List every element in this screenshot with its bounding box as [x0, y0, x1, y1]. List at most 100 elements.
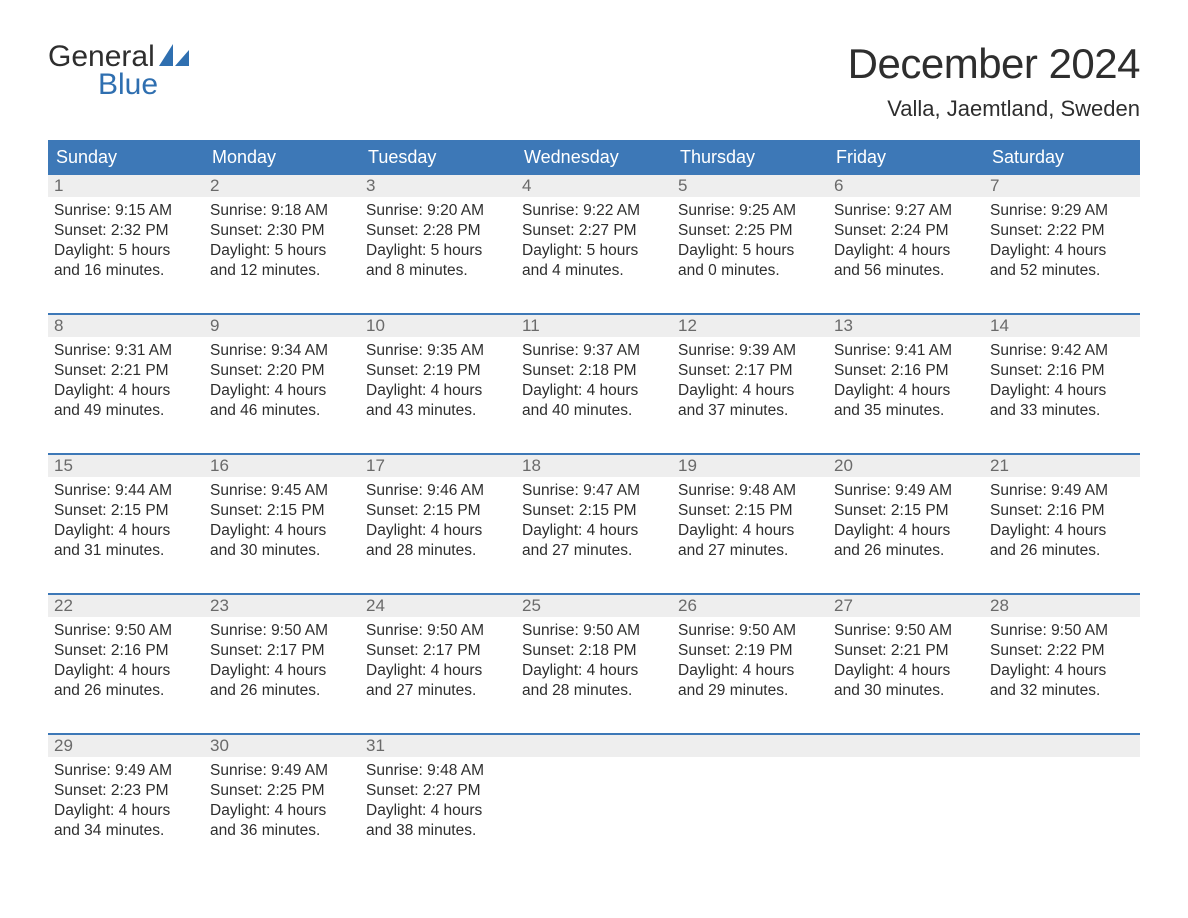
day-number: 5	[678, 176, 687, 195]
day-cell: 21Sunrise: 9:49 AMSunset: 2:16 PMDayligh…	[984, 455, 1140, 573]
day-sunrise: Sunrise: 9:31 AM	[54, 341, 198, 361]
day-number: 16	[210, 456, 229, 475]
weeks-container: 1Sunrise: 9:15 AMSunset: 2:32 PMDaylight…	[48, 175, 1140, 853]
day-d1: Daylight: 4 hours	[54, 381, 198, 401]
day-sunrise: Sunrise: 9:50 AM	[990, 621, 1134, 641]
day-content: Sunrise: 9:18 AMSunset: 2:30 PMDaylight:…	[204, 197, 360, 286]
daynum-row	[672, 735, 828, 757]
day-sunrise: Sunrise: 9:46 AM	[366, 481, 510, 501]
dayname: Saturday	[984, 140, 1140, 175]
day-d2: and 30 minutes.	[834, 681, 978, 701]
day-content: Sunrise: 9:50 AMSunset: 2:17 PMDaylight:…	[204, 617, 360, 706]
day-sunrise: Sunrise: 9:50 AM	[834, 621, 978, 641]
day-d2: and 26 minutes.	[990, 541, 1134, 561]
day-sunset: Sunset: 2:23 PM	[54, 781, 198, 801]
day-cell: 3Sunrise: 9:20 AMSunset: 2:28 PMDaylight…	[360, 175, 516, 293]
day-sunset: Sunset: 2:30 PM	[210, 221, 354, 241]
day-sunrise: Sunrise: 9:29 AM	[990, 201, 1134, 221]
day-d2: and 27 minutes.	[522, 541, 666, 561]
day-number: 4	[522, 176, 531, 195]
day-sunset: Sunset: 2:20 PM	[210, 361, 354, 381]
day-sunset: Sunset: 2:22 PM	[990, 221, 1134, 241]
day-d2: and 12 minutes.	[210, 261, 354, 281]
day-sunset: Sunset: 2:16 PM	[990, 361, 1134, 381]
day-d1: Daylight: 4 hours	[210, 521, 354, 541]
day-cell: 27 Sunrise: 9:50 AMSunset: 2:21 PMDayligh…	[828, 595, 984, 713]
day-number: 22	[54, 596, 73, 615]
day-sunset: Sunset: 2:24 PM	[834, 221, 978, 241]
day-sunset: Sunset: 2:15 PM	[210, 501, 354, 521]
day-cell: 6Sunrise: 9:27 AMSunset: 2:24 PMDaylight…	[828, 175, 984, 293]
day-d2: and 26 minutes.	[834, 541, 978, 561]
day-number: 23	[210, 596, 229, 615]
day-sunrise: Sunrise: 9:49 AM	[210, 761, 354, 781]
day-content: Sunrise: 9:46 AMSunset: 2:15 PMDaylight:…	[360, 477, 516, 566]
daynum-row: 11	[516, 315, 672, 337]
day-content: Sunrise: 9:50 AMSunset: 2:19 PMDaylight:…	[672, 617, 828, 706]
day-sunrise: Sunrise: 9:15 AM	[54, 201, 198, 221]
day-d1: Daylight: 5 hours	[522, 241, 666, 261]
day-sunrise: Sunrise: 9:39 AM	[678, 341, 822, 361]
day-content: Sunrise: 9:42 AMSunset: 2:16 PMDaylight:…	[984, 337, 1140, 426]
day-number: 12	[678, 316, 697, 335]
day-cell: 19Sunrise: 9:48 AMSunset: 2:15 PMDayligh…	[672, 455, 828, 573]
day-content: Sunrise: 9:20 AMSunset: 2:28 PMDaylight:…	[360, 197, 516, 286]
day-d2: and 16 minutes.	[54, 261, 198, 281]
day-sunrise: Sunrise: 9:41 AM	[834, 341, 978, 361]
daynum-row: 10	[360, 315, 516, 337]
day-sunset: Sunset: 2:15 PM	[522, 501, 666, 521]
day-content: Sunrise: 9:25 AMSunset: 2:25 PMDaylight:…	[672, 197, 828, 286]
day-d2: and 31 minutes.	[54, 541, 198, 561]
day-content: Sunrise: 9:44 AMSunset: 2:15 PMDaylight:…	[48, 477, 204, 566]
day-cell: 2Sunrise: 9:18 AMSunset: 2:30 PMDaylight…	[204, 175, 360, 293]
daynum-row: 29	[48, 735, 204, 757]
day-d1: Daylight: 4 hours	[834, 241, 978, 261]
day-sunrise: Sunrise: 9:35 AM	[366, 341, 510, 361]
daynum-row: 19	[672, 455, 828, 477]
day-cell: 10Sunrise: 9:35 AMSunset: 2:19 PMDayligh…	[360, 315, 516, 433]
day-number: 15	[54, 456, 73, 475]
day-d1: Daylight: 4 hours	[210, 661, 354, 681]
day-number: 27	[834, 596, 853, 615]
day-cell: 8Sunrise: 9:31 AMSunset: 2:21 PMDaylight…	[48, 315, 204, 433]
day-content: Sunrise: 9:39 AMSunset: 2:17 PMDaylight:…	[672, 337, 828, 426]
day-cell: 11Sunrise: 9:37 AMSunset: 2:18 PMDayligh…	[516, 315, 672, 433]
day-d2: and 52 minutes.	[990, 261, 1134, 281]
day-sunrise: Sunrise: 9:50 AM	[54, 621, 198, 641]
day-content: Sunrise: 9:50 AMSunset: 2:21 PMDaylight:…	[828, 617, 984, 706]
header: General Blue December 2024 Valla, Jaemtl…	[48, 40, 1140, 122]
day-d1: Daylight: 4 hours	[54, 521, 198, 541]
day-d1: Daylight: 4 hours	[210, 381, 354, 401]
daynum-row: 18	[516, 455, 672, 477]
daynum-row: 15	[48, 455, 204, 477]
day-cell: 13Sunrise: 9:41 AMSunset: 2:16 PMDayligh…	[828, 315, 984, 433]
day-d2: and 4 minutes.	[522, 261, 666, 281]
day-cell: 26 Sunrise: 9:50 AMSunset: 2:19 PMDayligh…	[672, 595, 828, 713]
day-d2: and 40 minutes.	[522, 401, 666, 421]
day-d1: Daylight: 5 hours	[678, 241, 822, 261]
day-sunrise: Sunrise: 9:50 AM	[366, 621, 510, 641]
day-d1: Daylight: 4 hours	[522, 661, 666, 681]
daynum-row: 3	[360, 175, 516, 197]
day-number: 26	[678, 596, 697, 615]
day-number: 17	[366, 456, 385, 475]
daynum-row: 26	[672, 595, 828, 617]
dayname: Wednesday	[516, 140, 672, 175]
day-content: Sunrise: 9:50 AMSunset: 2:18 PMDaylight:…	[516, 617, 672, 706]
day-sunset: Sunset: 2:32 PM	[54, 221, 198, 241]
day-sunrise: Sunrise: 9:42 AM	[990, 341, 1134, 361]
daynum-row	[828, 735, 984, 757]
day-d1: Daylight: 4 hours	[990, 381, 1134, 401]
sail-icon	[159, 40, 189, 74]
daynum-row	[984, 735, 1140, 757]
day-number: 25	[522, 596, 541, 615]
day-sunrise: Sunrise: 9:49 AM	[834, 481, 978, 501]
day-cell: 18Sunrise: 9:47 AMSunset: 2:15 PMDayligh…	[516, 455, 672, 573]
day-d2: and 27 minutes.	[678, 541, 822, 561]
daynum-row: 22	[48, 595, 204, 617]
day-number: 28	[990, 596, 1009, 615]
day-number: 29	[54, 736, 73, 755]
day-d1: Daylight: 4 hours	[366, 521, 510, 541]
daynum-row: 31	[360, 735, 516, 757]
day-d1: Daylight: 4 hours	[678, 521, 822, 541]
